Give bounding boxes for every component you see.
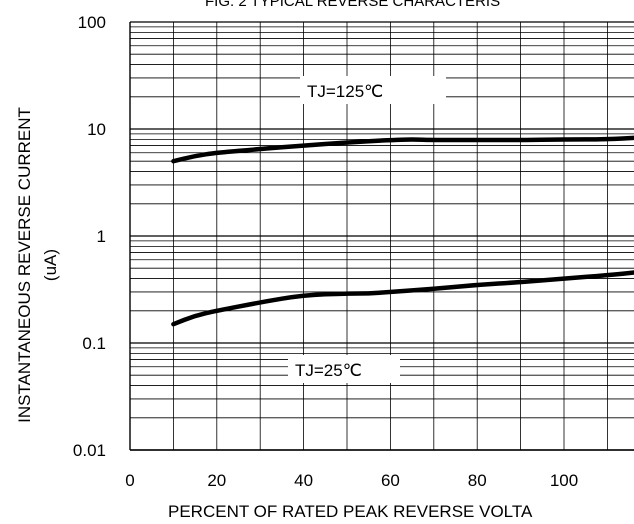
- curves: [171, 135, 634, 327]
- y-tick-label: 0.01: [73, 441, 106, 460]
- x-tick-label: 100: [550, 471, 578, 490]
- y-axis-unit: (uA): [41, 249, 60, 281]
- plot-frame: [129, 22, 634, 451]
- x-tick-label: 80: [468, 471, 487, 490]
- x-axis-title: PERCENT OF RATED PEAK REVERSE VOLTA: [168, 502, 533, 521]
- series-line-tj125: [171, 135, 634, 164]
- curve-labels: TJ=125℃ TJ=25℃: [288, 76, 446, 383]
- x-tick-label: 40: [294, 471, 313, 490]
- series-line-tj25: [171, 270, 634, 327]
- y-tick-label: 10: [87, 120, 106, 139]
- curve-label-bg: [300, 76, 446, 104]
- curve-label-bg: [288, 355, 400, 383]
- curve-label-tj25: TJ=25℃: [295, 361, 362, 380]
- y-axis-title: INSTANTANEOUS REVERSE CURRENT: [15, 107, 34, 423]
- y-tick-label: 1: [97, 227, 106, 246]
- curve-label-tj125: TJ=125℃: [307, 82, 383, 101]
- x-tick-label: 0: [125, 471, 134, 490]
- chart-title: FIG. 2 TYPICAL REVERSE CHARACTERIS: [205, 0, 500, 10]
- y-tick-label: 0.1: [82, 334, 106, 353]
- x-tick-label: 20: [207, 471, 226, 490]
- y-tick-label: 100: [78, 13, 106, 32]
- tick-labels: 0 20 40 60 80 100 100 10 1 0.1 0.01: [73, 13, 578, 490]
- x-tick-label: 60: [381, 471, 400, 490]
